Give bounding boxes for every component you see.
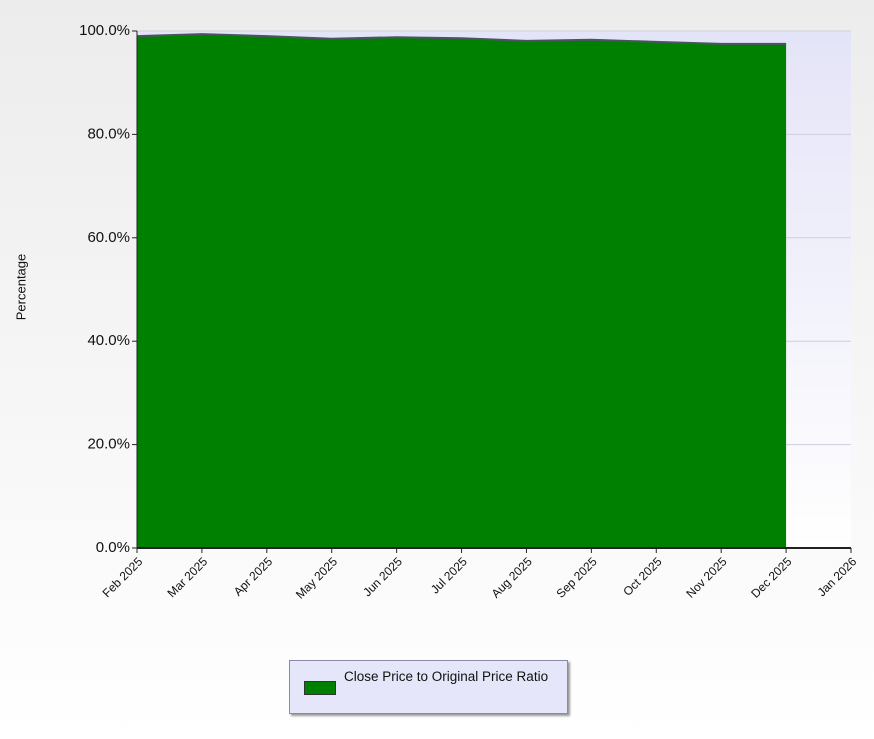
x-tick-label: Oct 2025 xyxy=(620,554,665,599)
x-tick-label: Dec 2025 xyxy=(748,554,794,600)
y-tick-label: 20.0% xyxy=(87,436,130,453)
area xyxy=(137,34,787,549)
legend: Close Price to Original Price Ratio xyxy=(289,660,568,714)
legend-label: Close Price to Original Price Ratio xyxy=(344,669,549,684)
x-tick-label: May 2025 xyxy=(293,554,340,601)
x-tick-label: Aug 2025 xyxy=(489,554,535,600)
y-axis-title: Percentage xyxy=(13,254,28,321)
x-tick-label: Sep 2025 xyxy=(553,554,599,600)
x-tick-label: Jul 2025 xyxy=(428,554,470,596)
x-tick-label: Apr 2025 xyxy=(231,554,276,599)
x-tick-label: Mar 2025 xyxy=(165,554,211,600)
x-tick-label: Jun 2025 xyxy=(360,554,405,599)
y-tick-label: 40.0% xyxy=(87,332,130,349)
x-tick-label: Nov 2025 xyxy=(683,554,729,600)
area-outline xyxy=(136,33,787,45)
y-tick-label: 100.0% xyxy=(79,22,130,39)
y-tick-label: 60.0% xyxy=(87,229,130,246)
x-tick-label: Feb 2025 xyxy=(100,554,146,600)
legend-swatch xyxy=(304,681,336,695)
y-tick-label: 0.0% xyxy=(96,539,130,556)
y-tick-label: 80.0% xyxy=(87,125,130,142)
x-tick-label: Jan 2026 xyxy=(815,554,860,599)
